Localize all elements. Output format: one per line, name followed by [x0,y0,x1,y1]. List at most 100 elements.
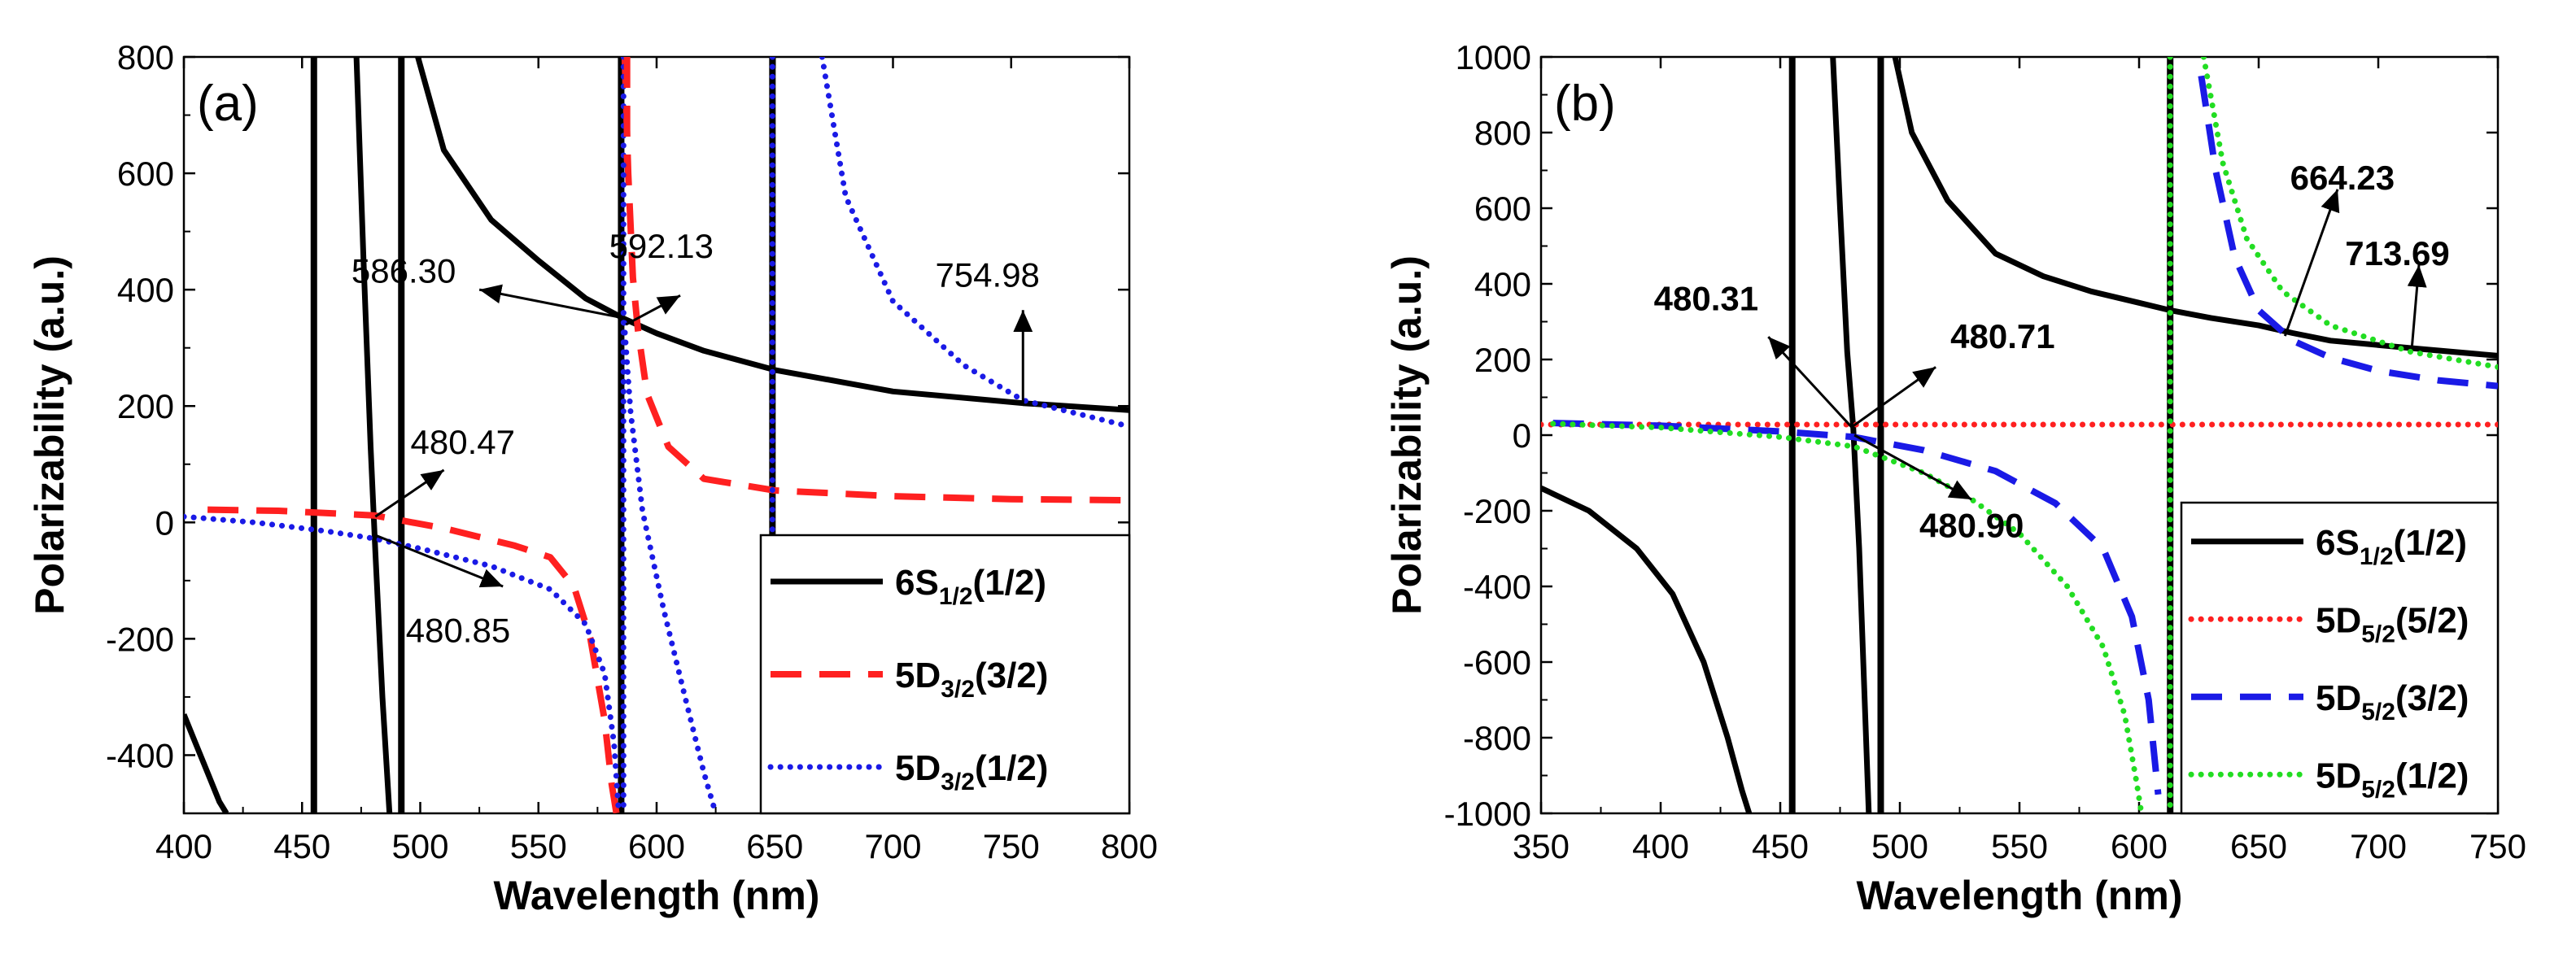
chart-b-legend-label-2-sub: 5/2 [2361,699,2395,725]
chart-a-legend-label-2-sub: 3/2 [941,769,975,795]
chart-b-y-tick-label: -600 [1463,643,1531,682]
chart-a-legend-label-1: 5D3/2(3/2) [895,656,1048,703]
chart-b-series-2-line [2198,75,2498,390]
chart-a-y-tick-label: -200 [106,620,174,658]
chart-a-legend-label-2: 5D3/2(1/2) [895,748,1048,795]
chart-b-series-2-line [1552,420,2162,795]
chart-b-legend-label-0: 6S1/2(1/2) [2316,523,2467,570]
chart-b-legend-label-1: 5D5/2(5/2) [2316,600,2469,647]
chart-b-annotation-label: 480.90 [1919,507,2024,545]
chart-a-series-0-line [184,713,229,813]
chart-a-y-tick-label: 600 [117,155,174,193]
chart-b-y-tick-label: 1000 [1456,38,1531,76]
chart-a-panel-label: (a) [197,76,259,132]
chart-a-y-tick-label: 400 [117,271,174,309]
chart-b-series-3-line [1550,420,2145,813]
chart-b-y-tick-label: 0 [1513,416,1531,455]
chart-a-legend-label-0-sub: 1/2 [939,583,973,610]
chart-b-y-tick-label: -400 [1463,568,1531,606]
chart-b-legend-label-1-main: 5D [2316,600,2361,640]
chart-b-x-tick-label: 650 [2230,827,2287,865]
chart-b-x-tick-label: 750 [2469,827,2526,865]
chart-b-x-tick-label: 450 [1752,827,1809,865]
chart-b-x-tick-label: 550 [1991,827,2048,865]
chart-b-legend-label-3-sub: 5/2 [2361,776,2395,803]
chart-a-series-1-line [621,57,1129,504]
chart-a-x-tick-label: 650 [746,827,803,865]
chart-b-annotation-label: 480.71 [1950,317,2054,355]
chart-b-annotation-arrow [2283,189,2340,337]
chart-b-series-0-line [1541,485,1753,813]
chart-a-annotation-arrow [625,294,681,326]
chart-b-y-tick-label: -800 [1463,719,1531,757]
chart-b-legend-label-0-sub: 1/2 [2360,543,2394,570]
chart-a-series-1-line [207,506,620,813]
chart-b-y-tick-label: 800 [1474,114,1531,152]
chart-b-legend-label-0-tail: (1/2) [2394,523,2467,563]
chart-a-annotation-label: 754.98 [935,256,1039,294]
chart-b-legend-label-3-tail: (1/2) [2395,756,2469,795]
chart-b-x-tick-label: 600 [2111,827,2168,865]
chart-b-annotation-arrow [2407,264,2427,350]
chart-b-plot-area [1541,57,2498,813]
chart-a-x-axis-title: Wavelength (nm) [494,873,820,918]
chart-a-x-tick-label: 400 [155,827,212,865]
chart-b-legend-label-1-sub: 5/2 [2361,621,2395,647]
chart-b-y-tick-label: 600 [1474,190,1531,228]
chart-b-legend-label-3-main: 5D [2316,756,2361,795]
chart-b-series-0-line [1892,57,2498,359]
chart-a-x-tick-label: 550 [510,827,567,865]
chart-a-x-tick-label: 700 [864,827,921,865]
chart-b-x-tick-label: 400 [1632,827,1689,865]
chart-b-legend-label-2: 5D5/2(3/2) [2316,678,2469,725]
chart-b-y-tick-label: 400 [1474,265,1531,303]
chart-a-annotation-label: 480.47 [411,423,515,461]
chart-b-x-axis-title: Wavelength (nm) [1857,873,2183,918]
chart-b-series-0-line [1830,57,1872,813]
chart-a-legend-label-2-main: 5D [895,748,941,788]
chart-a-y-tick-label: -400 [106,736,174,774]
chart-a-x-tick-label: 800 [1101,827,1158,865]
chart-b-y-tick-label: -200 [1463,492,1531,530]
chart-a-x-tick-label: 450 [273,827,330,865]
chart-b-series-3-line [2200,57,2498,370]
chart-panel-b: 350 400 450 500 550 600 650 700 750 -1000 -800 -600… [1288,0,2576,976]
chart-b-annotation-label: 713.69 [2345,234,2449,272]
chart-a-annotation-arrow [478,284,622,319]
chart-a-annotation-label: 592.13 [609,227,714,265]
chart-b-y-tick-label: 200 [1474,341,1531,379]
chart-a-series-2-line [620,310,719,813]
chart-b-y-axis-title: Polarizability (a.u.) [1384,255,1430,615]
chart-a-legend-label-1-sub: 3/2 [941,676,975,703]
chart-b-x-tick-label: 350 [1513,827,1570,865]
chart-b-legend-label-1-tail: (5/2) [2395,600,2469,640]
chart-a-x-tick-label: 500 [391,827,448,865]
chart-b-legend-box [2180,501,2500,815]
chart-a-legend-label-1-main: 5D [895,656,941,695]
chart-b-annotation-label: 664.23 [2290,159,2395,197]
chart-a-y-tick-label: 200 [117,387,174,425]
chart-b-annotation-arrow [1767,336,1853,429]
chart-b-panel-label: (b) [1554,76,1616,132]
chart-b-legend-label-2-main: 5D [2316,678,2361,718]
chart-a-legend-label-0: 6S1/2(1/2) [895,563,1046,610]
chart-a-legend-label-0-tail: (1/2) [973,563,1046,603]
chart-a-x-tick-label: 600 [628,827,685,865]
chart-b-annotation-arrow [1853,434,1972,501]
chart-b-legend-label-0-main: 6S [2316,523,2360,563]
chart-b-x-tick-label: 500 [1871,827,1928,865]
chart-a-svg: 400 450 500 550 600 650 700 750 800 -400 -200 0 200 4… [27,38,1158,918]
chart-b-annotation-arrow [1851,366,1936,428]
chart-b-legend-label-3: 5D5/2(1/2) [2316,756,2469,803]
chart-b-legend-label-2-tail: (3/2) [2395,678,2469,718]
chart-b-y-tick-label: -1000 [1444,795,1531,833]
chart-a-series-2-line [819,57,1129,429]
chart-a-legend-label-2-tail: (1/2) [975,748,1048,788]
chart-a-annotation-arrow [374,468,445,518]
chart-a-annotation-arrow [374,534,504,588]
chart-b-svg: 350 400 450 500 550 600 650 700 750 -1000 -800 -600… [1384,38,2526,918]
chart-a-series-2-line [184,513,622,813]
chart-a-x-tick-label: 750 [983,827,1040,865]
chart-b-annotation-label: 480.31 [1654,280,1758,318]
chart-a-y-tick-label: 0 [155,503,174,542]
